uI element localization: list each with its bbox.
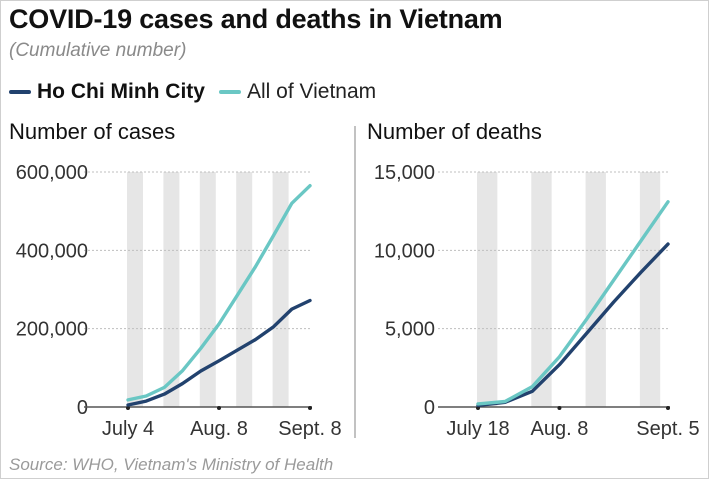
deaths-panel-title: Number of deaths bbox=[367, 119, 542, 144]
chart-title: COVID-19 cases and deaths in Vietnam bbox=[9, 4, 503, 34]
deaths-panel: 0 5,000 10,000 15,000 July 18 Aug. 8 Sept. 5 bbox=[374, 162, 700, 440]
cases-xtick-label-1: Aug. 8 bbox=[190, 418, 248, 440]
legend-swatch-hcmc bbox=[9, 90, 31, 94]
legend-label-hcmc: Ho Chi Minh City bbox=[37, 80, 205, 103]
deaths-xtick-mark-0 bbox=[476, 406, 480, 410]
cases-panel: 0 200,000 400,000 600,000 July 4 Aug. 8 Sept. … bbox=[16, 162, 342, 440]
cases-shade-band-2 bbox=[199, 172, 216, 407]
cases-xtick-label-0: July 4 bbox=[102, 418, 154, 440]
cases-shade-band-1 bbox=[163, 172, 180, 407]
legend-swatch-vietnam bbox=[218, 90, 241, 94]
deaths-shade-band-3 bbox=[639, 172, 661, 407]
deaths-xtick-mark-2 bbox=[666, 406, 670, 410]
cases-xtick-mark-2 bbox=[308, 406, 312, 410]
deaths-xtick-mark-1 bbox=[557, 406, 562, 410]
cases-series-vietnam bbox=[126, 183, 312, 402]
cases-xtick-label-2: Sept. 8 bbox=[278, 418, 341, 440]
chart-subtitle: (Cumulative number) bbox=[9, 40, 187, 61]
cases-shade-band-0 bbox=[127, 172, 143, 407]
source-note: Source: WHO, Vietnam's Ministry of Healt… bbox=[9, 455, 334, 474]
deaths-series-hcmc bbox=[476, 242, 670, 408]
deaths-shade-band-0 bbox=[477, 172, 498, 407]
deaths-shade-band-1 bbox=[531, 172, 552, 407]
cases-shade-band-4 bbox=[272, 172, 289, 407]
deaths-xtick-label-1: Aug. 8 bbox=[531, 418, 589, 440]
cases-panel-title: Number of cases bbox=[9, 119, 176, 144]
deaths-ytick-label-1: 5,000 bbox=[385, 319, 435, 341]
legend-label-vietnam: All of Vietnam bbox=[246, 80, 377, 103]
cases-ytick-label-2: 400,000 bbox=[16, 240, 88, 262]
cases-ytick-label-0: 0 bbox=[77, 397, 88, 419]
cases-ytick-label-1: 200,000 bbox=[16, 319, 88, 341]
deaths-ytick-label-2: 10,000 bbox=[374, 240, 435, 262]
deaths-series-vietnam bbox=[476, 200, 670, 406]
cases-series-hcmc bbox=[126, 298, 312, 407]
cases-ytick-label-3: 600,000 bbox=[16, 162, 88, 184]
legend: Ho Chi Minh City All of Vietnam bbox=[9, 79, 390, 105]
deaths-shade-band-2 bbox=[585, 172, 606, 407]
cases-shade-band-3 bbox=[236, 172, 253, 407]
legend-item-vietnam: All of Vietnam bbox=[218, 80, 377, 104]
cases-xtick-mark-1 bbox=[217, 406, 221, 410]
deaths-xtick-label-2: Sept. 5 bbox=[636, 418, 699, 440]
legend-item-hcmc: Ho Chi Minh City bbox=[9, 80, 205, 104]
cases-xtick-mark-0 bbox=[126, 406, 130, 410]
deaths-ytick-label-3: 15,000 bbox=[374, 162, 435, 184]
deaths-xtick-label-0: July 18 bbox=[446, 418, 509, 440]
deaths-ytick-label-0: 0 bbox=[424, 397, 435, 419]
